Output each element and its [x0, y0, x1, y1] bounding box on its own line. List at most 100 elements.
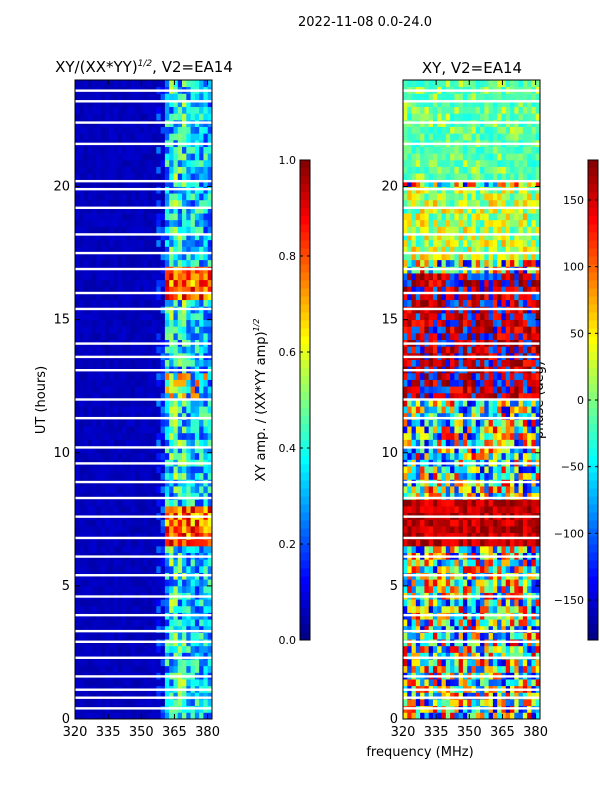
heatmap-cell	[458, 426, 464, 434]
heatmap-cell	[75, 532, 80, 540]
heatmap-cell	[415, 332, 421, 340]
heatmap-cell	[87, 525, 93, 534]
heatmap-cell	[186, 213, 191, 221]
heatmap-cell	[190, 452, 196, 460]
heatmap-cell	[113, 605, 119, 613]
heatmap-cell	[471, 679, 477, 687]
heatmap-cell	[484, 506, 490, 514]
heatmap-cell	[164, 412, 170, 420]
heatmap-cell	[190, 346, 196, 354]
heatmap-cell	[152, 199, 157, 207]
heatmap-cell	[475, 412, 481, 420]
heatmap-cell	[480, 506, 485, 514]
heatmap-cell	[100, 146, 106, 154]
heatmap-cell	[480, 525, 485, 534]
heatmap-cell	[492, 446, 498, 454]
heatmap-cell	[518, 699, 524, 707]
heatmap-cell	[467, 565, 472, 573]
heatmap-cell	[126, 565, 132, 573]
heatmap-cell	[407, 446, 412, 454]
heatmap-cell	[497, 605, 502, 613]
heatmap-cell	[403, 532, 408, 540]
heatmap-cell	[527, 399, 532, 407]
heatmap-cell	[186, 93, 191, 101]
heatmap-cell	[199, 399, 204, 407]
heatmap-cell	[458, 346, 464, 354]
heatmap-cell	[130, 472, 136, 480]
heatmap-cell	[471, 446, 477, 454]
heatmap-cell	[454, 326, 460, 334]
heatmap-cell	[104, 246, 110, 254]
heatmap-cell	[407, 492, 412, 500]
heatmap-cell	[109, 486, 114, 494]
heatmap-cell	[475, 699, 481, 707]
heatmap-cell	[169, 652, 174, 660]
heatmap-cell	[160, 446, 166, 454]
heatmap-cell	[510, 386, 515, 394]
heatmap-cell	[497, 599, 502, 607]
heatmap-cell	[462, 632, 468, 640]
heatmap-cell	[130, 293, 136, 301]
heatmap-cell	[79, 599, 84, 607]
heatmap-cell	[190, 293, 196, 301]
heatmap-cell	[182, 326, 187, 334]
heatmap-cell	[501, 472, 507, 480]
heatmap-cell	[96, 379, 102, 387]
heatmap-cell	[527, 625, 532, 633]
heatmap-cell	[207, 446, 213, 454]
heatmap-cell	[117, 619, 123, 627]
heatmap-cell	[87, 226, 93, 234]
heatmap-cell	[156, 605, 162, 613]
heatmap-cell	[484, 585, 490, 593]
heatmap-cell	[527, 419, 532, 427]
heatmap-cell	[454, 452, 460, 460]
heatmap-cell	[437, 645, 442, 653]
heatmap-cell	[445, 665, 451, 673]
heatmap-cell	[96, 253, 102, 261]
heatmap-cell	[454, 699, 460, 707]
left-heatmap[interactable]	[75, 80, 213, 720]
heatmap-cell	[177, 126, 183, 134]
heatmap-cell	[518, 565, 524, 573]
heatmap-cell	[492, 599, 498, 607]
heatmap-cell	[437, 346, 442, 354]
heatmap-cell	[152, 565, 157, 573]
heatmap-cell	[139, 699, 144, 707]
heatmap-cell	[143, 432, 149, 440]
heatmap-cell	[471, 406, 477, 414]
heatmap-cell	[445, 579, 451, 587]
heatmap-cell	[535, 466, 541, 474]
heatmap-cell	[160, 259, 166, 267]
heatmap-cell	[199, 605, 204, 613]
heatmap-cell	[100, 213, 106, 221]
heatmap-cell	[190, 312, 196, 321]
heatmap-cell	[83, 412, 89, 420]
heatmap-cell	[186, 559, 191, 567]
right-heatmap[interactable]	[403, 80, 541, 720]
heatmap-cell	[92, 106, 97, 114]
heatmap-cell	[147, 312, 153, 321]
heatmap-cell	[160, 426, 166, 434]
heatmap-cell	[492, 619, 498, 627]
heatmap-cell	[87, 446, 93, 454]
heatmap-cell	[147, 233, 153, 241]
heatmap-cell	[484, 372, 490, 380]
heatmap-cell	[480, 532, 485, 540]
heatmap-cell	[160, 545, 166, 553]
heatmap-cell	[194, 399, 200, 407]
heatmap-cell	[182, 206, 187, 214]
heatmap-cell	[510, 426, 515, 434]
heatmap-cell	[104, 519, 110, 527]
heatmap-cell	[147, 392, 153, 400]
heatmap-cell	[139, 659, 144, 667]
heatmap-cell	[492, 539, 498, 547]
heatmap-cell	[199, 219, 204, 227]
heatmap-cell	[130, 206, 136, 214]
heatmap-cell	[104, 319, 110, 327]
heatmap-cell	[169, 219, 174, 227]
heatmap-cell	[113, 452, 119, 460]
heatmap-cell	[428, 506, 434, 514]
heatmap-cell	[75, 279, 80, 287]
heatmap-cell	[113, 679, 119, 687]
heatmap-cell	[475, 619, 481, 627]
